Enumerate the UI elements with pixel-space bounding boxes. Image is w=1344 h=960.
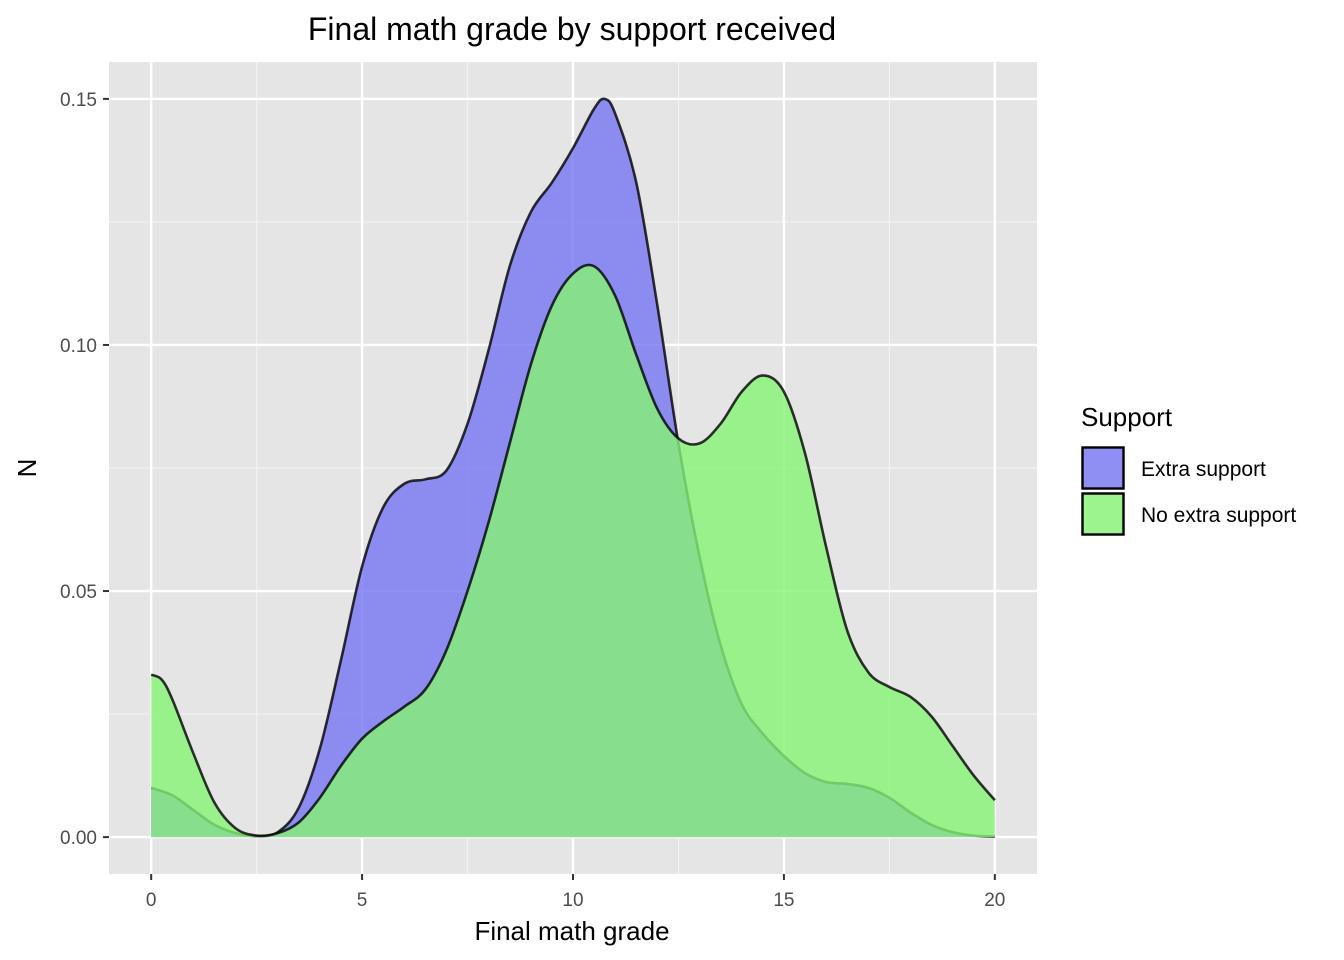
x-axis: 0 5 10 15 20	[146, 874, 1005, 911]
x-tick-label: 5	[357, 890, 368, 911]
y-tick-label: 0.15	[60, 90, 97, 111]
chart-title: Final math grade by support received	[308, 11, 836, 47]
y-axis: 0.00 0.05 0.10 0.15	[60, 90, 109, 849]
x-tick-label: 15	[773, 890, 794, 911]
legend-title: Support	[1081, 402, 1173, 432]
legend-swatch	[1081, 446, 1125, 490]
y-axis-title: N	[12, 459, 42, 478]
x-tick-label: 20	[984, 890, 1005, 911]
legend-label: Extra support	[1141, 458, 1266, 481]
density-areas	[150, 97, 996, 838]
y-tick-label: 0.10	[60, 336, 97, 357]
density-area-no-extra-support	[151, 264, 995, 838]
y-tick-label: 0.00	[60, 828, 97, 849]
x-tick-label: 10	[562, 890, 583, 911]
y-tick-label: 0.05	[60, 582, 97, 603]
legend-label: No extra support	[1141, 504, 1296, 527]
legend-swatch	[1081, 492, 1125, 536]
x-tick-label: 0	[146, 890, 157, 911]
legend: Support Extra support No extra support	[1081, 402, 1296, 536]
density-outline-no-extra-support	[150, 263, 996, 838]
x-axis-title: Final math grade	[474, 916, 669, 946]
